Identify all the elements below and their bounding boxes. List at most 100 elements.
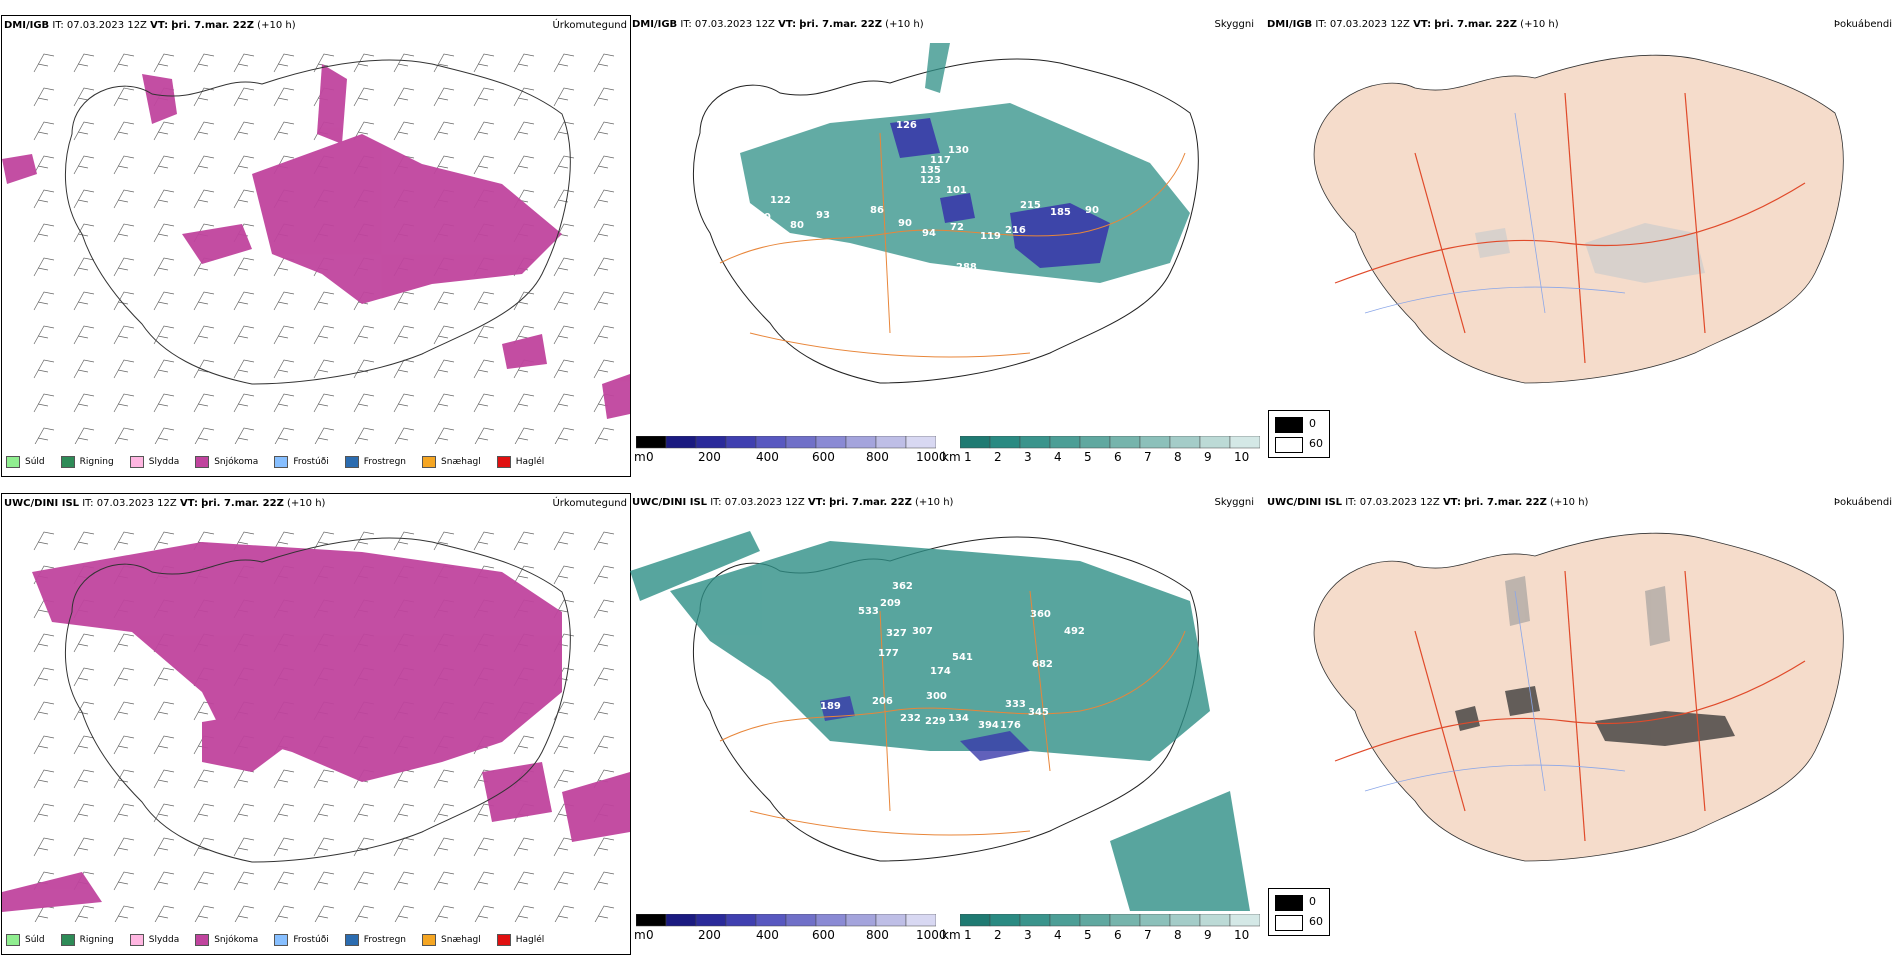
wind-barb <box>33 735 55 755</box>
wind-barb <box>394 427 415 444</box>
precip-panel-dmi: DMI/IGB IT: 07.03.2023 12Z VT: þri. 7.ma… <box>1 15 631 477</box>
wind-barb <box>193 53 215 73</box>
wind-barb <box>33 769 55 789</box>
wind-barb <box>33 121 55 141</box>
wind-barb <box>353 871 375 891</box>
wind-barb <box>193 393 215 413</box>
legend-label: Frostregn <box>363 457 407 467</box>
panel-header: DMI/IGB IT: 07.03.2023 12Z VT: þri. 7.ma… <box>4 20 296 31</box>
wind-barb <box>233 121 255 141</box>
wind-barb <box>113 257 135 277</box>
wind-barb <box>473 531 495 551</box>
wind-barb <box>73 359 95 379</box>
wind-barb <box>113 531 135 551</box>
legend-swatch <box>274 456 289 468</box>
wind-barb <box>594 427 615 444</box>
legend-item-snjókoma: Snjókoma <box>195 456 258 468</box>
wind-barb <box>553 769 575 789</box>
wind-barb <box>233 359 255 379</box>
wind-barb <box>553 87 575 107</box>
wind-barb <box>153 667 175 687</box>
wind-barb <box>113 325 135 345</box>
ceiling-tick: 600 <box>812 450 835 464</box>
wind-barb <box>513 325 535 345</box>
ceiling-tick: 1000 <box>916 450 947 464</box>
wind-barb <box>273 837 295 857</box>
panel-title: Þokuábendi <box>1833 497 1892 508</box>
ceiling-value-label: 130 <box>948 145 969 156</box>
fog-legend-label: 60 <box>1309 915 1323 928</box>
legend-swatch <box>496 934 511 946</box>
wind-barb <box>233 87 255 107</box>
wind-barb <box>193 155 215 175</box>
colorbar-segment <box>635 913 667 927</box>
wind-barb <box>474 427 495 444</box>
wind-barb <box>113 803 135 823</box>
wind-barb <box>393 87 415 107</box>
visibility-tick: 5 <box>1084 450 1092 464</box>
wind-barb <box>73 531 95 551</box>
ceiling-value-label: 333 <box>1005 699 1026 710</box>
wind-barb <box>33 359 55 379</box>
ceiling-value-label: 990 <box>1060 781 1081 792</box>
ceiling-value-label: 541 <box>952 652 973 663</box>
wind-barb <box>33 531 55 551</box>
ceiling-tick: 800 <box>866 928 889 942</box>
wind-barb <box>593 325 615 345</box>
wind-barb <box>193 359 215 379</box>
wind-barb <box>553 531 575 551</box>
colorbar-segment <box>635 435 667 449</box>
precip-map-dmi <box>2 53 630 444</box>
legend-label: Snæhagl <box>441 935 481 945</box>
wind-barb <box>354 427 375 444</box>
wind-barb <box>233 155 255 175</box>
legend-label: Frostúði <box>293 457 329 467</box>
colorbar-segment <box>785 913 817 927</box>
ceiling-value-label: 134 <box>948 713 969 724</box>
legend-item-frostregn: Frostregn <box>344 456 407 468</box>
legend-swatch <box>195 456 210 468</box>
wind-barb <box>153 359 175 379</box>
colorbar-segment <box>665 435 697 449</box>
colorbar-segment <box>665 913 697 927</box>
wind-barb <box>113 735 135 755</box>
wind-barb <box>73 701 95 721</box>
ceiling-value-label: 215 <box>1020 200 1041 211</box>
wind-barb <box>593 531 615 551</box>
visibility-tick: 10 <box>1234 928 1250 942</box>
visibility-tick: 7 <box>1144 450 1152 464</box>
wind-barb <box>73 189 95 209</box>
ceiling-tick: 1000 <box>916 928 947 942</box>
legend-swatch <box>344 934 359 946</box>
wind-barb <box>353 325 375 345</box>
colorbar-segment <box>845 435 877 449</box>
ceiling-value-label: 307 <box>912 626 933 637</box>
ceiling-value-label: 80 <box>790 220 804 231</box>
ceiling-value-label: 232 <box>900 713 921 724</box>
wind-barb <box>433 325 455 345</box>
wind-barb <box>433 769 455 789</box>
wind-barb <box>593 837 615 857</box>
wind-barb <box>593 155 615 175</box>
wind-barb <box>433 121 455 141</box>
wind-barb <box>193 871 215 891</box>
colorbar-segment <box>875 435 907 449</box>
legend-item-súld: Súld <box>6 934 45 946</box>
ceiling-tick: 600 <box>812 928 835 942</box>
legend-swatch <box>344 456 359 468</box>
wind-barb <box>33 223 55 243</box>
wind-barb <box>33 667 55 687</box>
wind-barb <box>353 87 375 107</box>
wind-barb <box>474 905 495 922</box>
wind-barb <box>193 837 215 857</box>
wind-barb <box>513 155 535 175</box>
wind-barb <box>593 565 615 585</box>
wind-barb <box>553 837 575 857</box>
panel-header: DMI/IGB IT: 07.03.2023 12Z VT: þri. 7.ma… <box>632 19 924 30</box>
visibility-tick: 3 <box>1024 450 1032 464</box>
legend-label: Frostregn <box>363 935 407 945</box>
legend-swatch <box>60 934 75 946</box>
ceiling-colorbar: m 0 200 400 600 800 1000 <box>634 435 947 464</box>
colorbar-segment <box>1019 435 1051 449</box>
wind-barb <box>473 53 495 73</box>
